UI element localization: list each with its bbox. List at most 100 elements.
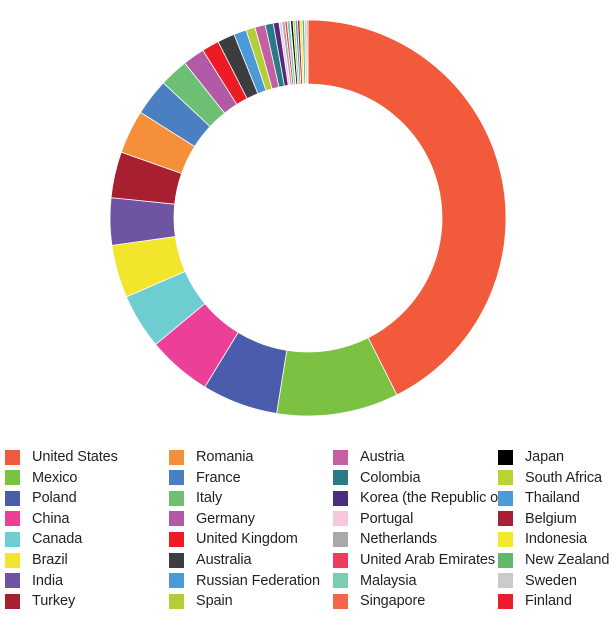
legend-label: Colombia	[360, 469, 421, 486]
legend-item: Germany	[169, 509, 255, 529]
legend-label: New Zealand	[525, 552, 610, 568]
legend-swatch	[5, 490, 20, 506]
legend-swatch	[169, 593, 184, 609]
donut-slices	[109, 19, 507, 417]
legend-swatch	[333, 552, 348, 568]
legend-swatch	[5, 552, 20, 568]
legend-label: Turkey	[32, 593, 76, 610]
legend-swatch	[333, 573, 348, 589]
legend-item: Singapore	[333, 591, 425, 611]
legend-item: Russian Federation	[169, 571, 320, 591]
legend-swatch	[333, 449, 348, 465]
legend-item: Thailand	[498, 488, 580, 508]
legend-label: France	[196, 469, 241, 486]
legend-item: Colombia	[333, 468, 421, 488]
chart-legend: United States Mexico Poland China Canada Braz…	[0, 447, 616, 617]
legend-label: Brazil	[32, 552, 68, 568]
legend-swatch	[498, 470, 513, 486]
legend-swatch	[498, 449, 513, 465]
legend-label: Japan	[525, 449, 565, 465]
legend-swatch	[5, 449, 20, 465]
legend-item: Brazil	[5, 550, 68, 570]
legend-item: China	[5, 509, 69, 529]
legend-swatch	[5, 470, 20, 486]
legend-label: Germany	[196, 510, 255, 527]
legend-item: India	[5, 571, 63, 591]
legend-label: United Kingdom	[196, 531, 298, 548]
legend-item: New Zealand	[498, 550, 609, 570]
legend-label: Austria	[360, 449, 405, 465]
legend-label: Canada	[32, 531, 83, 548]
legend-item: Finland	[498, 591, 572, 611]
legend-swatch	[498, 511, 513, 527]
legend-label: United States	[32, 449, 118, 465]
legend-label: Finland	[525, 593, 572, 610]
legend-label: Italy	[196, 490, 223, 507]
legend-item: Sweden	[498, 571, 577, 591]
legend-label: Russian Federation	[196, 572, 320, 589]
legend-swatch	[498, 531, 513, 547]
legend-item: Indonesia	[498, 529, 587, 549]
legend-label: Portugal	[360, 510, 414, 527]
legend-swatch	[498, 593, 513, 609]
legend-label: Belgium	[525, 510, 577, 527]
legend-swatch	[169, 511, 184, 527]
legend-swatch	[5, 593, 20, 609]
legend-swatch	[169, 531, 184, 547]
legend-item: South Africa	[498, 468, 602, 488]
legend-item: Spain	[169, 591, 233, 611]
legend-swatch	[169, 449, 184, 465]
legend-label: Malaysia	[360, 572, 417, 589]
legend-swatch	[5, 511, 20, 527]
legend-swatch	[333, 531, 348, 547]
legend-label: Korea (the Republic of)	[360, 490, 507, 507]
legend-swatch	[498, 573, 513, 589]
legend-item: Australia	[169, 550, 252, 570]
donut-slice	[307, 19, 507, 396]
legend-swatch	[169, 490, 184, 506]
legend-item: United Kingdom	[169, 529, 298, 549]
legend-label: Thailand	[525, 490, 580, 507]
donut-chart	[109, 19, 507, 417]
legend-item: Korea (the Republic of)	[333, 488, 507, 508]
legend-item: United States	[5, 447, 118, 467]
legend-item: Belgium	[498, 509, 577, 529]
legend-swatch	[333, 470, 348, 486]
legend-item: Mexico	[5, 468, 77, 488]
legend-item: United Arab Emirates	[333, 550, 495, 570]
legend-label: India	[32, 572, 63, 589]
legend-swatch	[5, 531, 20, 547]
legend-swatch	[333, 511, 348, 527]
legend-label: Singapore	[360, 593, 426, 610]
legend-label: Australia	[196, 552, 252, 568]
legend-label: South Africa	[525, 469, 602, 486]
legend-item: Austria	[333, 447, 405, 467]
legend-label: Spain	[196, 593, 233, 610]
legend-item: Romania	[169, 447, 253, 467]
legend-swatch	[169, 573, 184, 589]
legend-label: Sweden	[525, 572, 577, 589]
legend-item: Japan	[498, 447, 564, 467]
legend-item: Italy	[169, 488, 222, 508]
legend-label: Poland	[32, 490, 77, 507]
legend-item: Canada	[5, 529, 82, 549]
legend-swatch	[169, 470, 184, 486]
legend-label: Indonesia	[525, 531, 587, 548]
legend-swatch	[5, 573, 20, 589]
legend-swatch	[498, 552, 513, 568]
legend-item: Malaysia	[333, 571, 417, 591]
legend-label: Romania	[196, 449, 254, 465]
legend-swatch	[333, 593, 348, 609]
legend-swatch	[498, 490, 513, 506]
legend-label: China	[32, 510, 70, 527]
donut-slice	[306, 19, 309, 85]
legend-swatch	[169, 552, 184, 568]
legend-item: Portugal	[333, 509, 413, 529]
legend-label: Mexico	[32, 469, 78, 486]
legend-swatch	[333, 490, 348, 506]
legend-label: Netherlands	[360, 531, 438, 548]
legend-item: France	[169, 468, 241, 488]
legend-item: Netherlands	[333, 529, 437, 549]
legend-item: Turkey	[5, 591, 75, 611]
legend-label: United Arab Emirates	[360, 552, 496, 568]
